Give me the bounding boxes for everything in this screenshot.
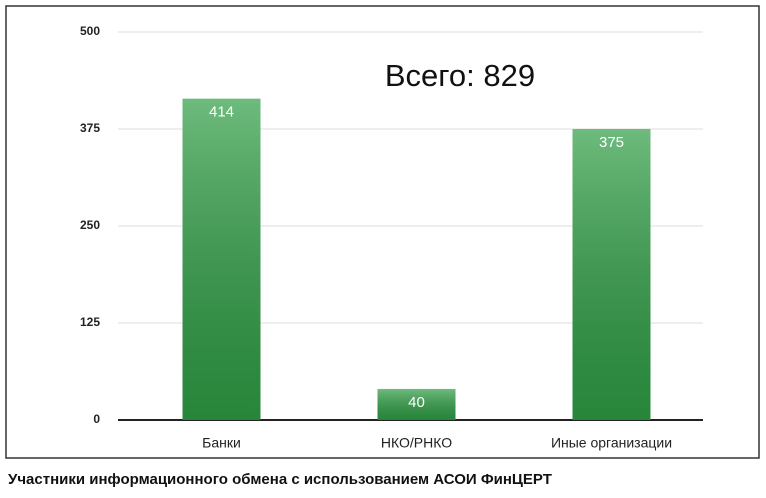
x-tick-label: Иные организации	[551, 435, 672, 451]
chart-frame	[5, 5, 760, 459]
bar-shade	[572, 129, 651, 420]
value-label: 375	[599, 134, 624, 151]
y-tick-label: 0	[93, 412, 100, 426]
bar-shade	[182, 98, 261, 421]
bar-shade	[377, 388, 456, 420]
value-label: 40	[408, 394, 425, 411]
x-tick-label: Банки	[202, 435, 241, 451]
caption: Участники информационного обмена с испол…	[8, 471, 552, 488]
value-label: 414	[209, 104, 234, 121]
y-tick-label: 375	[80, 121, 100, 135]
y-tick-label: 125	[80, 315, 100, 329]
x-tick-label: НКО/РНКО	[381, 435, 452, 451]
y-tick-label: 250	[80, 218, 100, 232]
y-tick-label: 500	[80, 24, 100, 38]
annotation: Всего: 829	[385, 58, 535, 93]
